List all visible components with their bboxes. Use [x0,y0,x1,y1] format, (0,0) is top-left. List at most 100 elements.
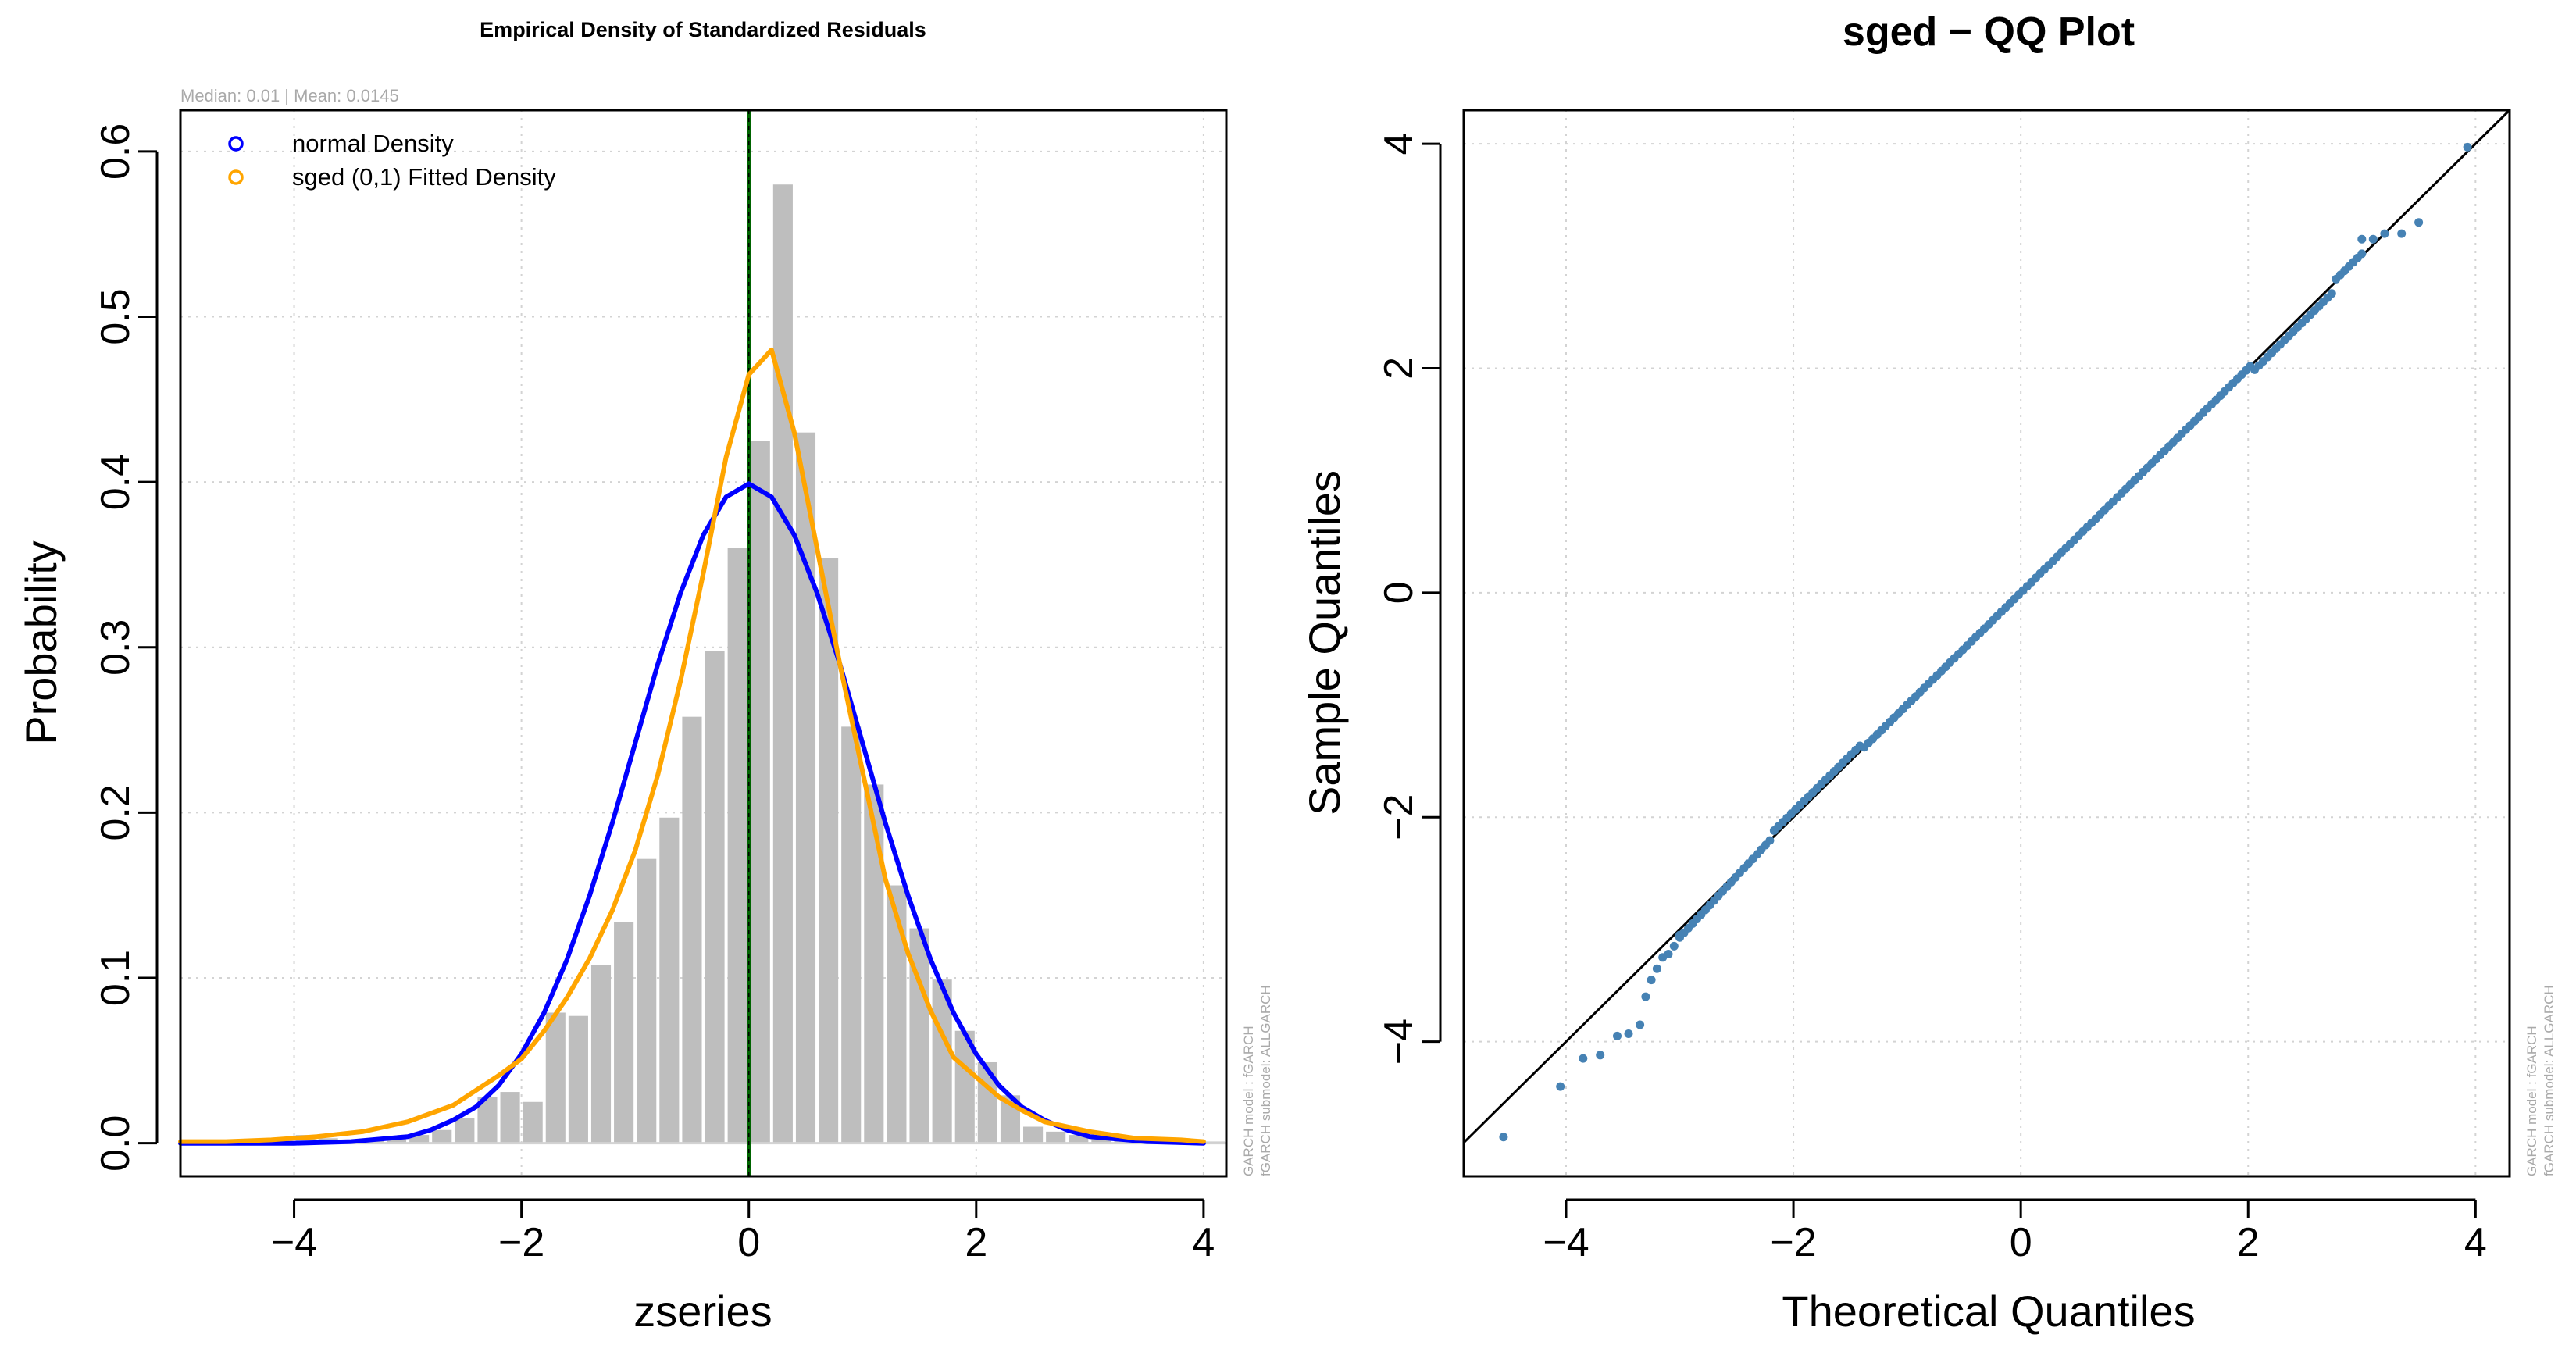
qq-y-tick-label: 2 [1376,357,1422,380]
legend-sged-label: sged (0,1) Fitted Density [292,163,556,191]
histogram-bar [795,432,816,1143]
density-subtitle: Median: 0.01 | Mean: 0.0145 [180,86,399,105]
histogram-bar [545,1012,566,1143]
qq-point [1636,1020,1645,1029]
qq-side-annotation-1: GARCH model : fGARCH [2524,1026,2539,1176]
qq-point [2380,229,2389,238]
density-y-tick-label: 0.4 [93,454,138,510]
qq-x-tick-label: 4 [2464,1220,2487,1265]
histogram-bar [1069,1135,1089,1143]
qq-y-tick-label: −2 [1376,794,1422,840]
histogram-bar [568,1015,588,1143]
density-title: Empirical Density of Standardized Residu… [480,18,926,41]
qq-x-axis: −4 −2 0 2 4 [1543,1198,2487,1265]
qq-x-tick-label: 2 [2237,1220,2260,1265]
density-y-tick-label: 0.6 [93,123,138,180]
histogram-bars [182,184,1225,1143]
histogram-bar [705,651,725,1143]
qq-x-tick-label: −4 [1543,1220,1589,1265]
histogram-bar [727,548,747,1143]
histogram-bar [864,784,884,1143]
legend-normal-label: normal Density [292,130,454,157]
density-y-tick-label: 0.3 [93,619,138,676]
sged-density-curve [178,347,1206,1144]
density-y-tick-label: 0.5 [93,288,138,344]
density-side-annotation-2: fGARCH submodel: ALLGARCH [1258,985,1273,1176]
density-y-tick-label: 0.0 [93,1115,138,1172]
qq-x-label: Theoretical Quantiles [1782,1286,2195,1336]
density-curves [178,110,1226,1176]
density-y-axis: 0.0 0.1 0.2 0.3 0.4 0.5 0.6 [93,123,159,1172]
qq-points [1499,142,2472,1142]
density-y-label: Probability [16,540,66,744]
histogram-bar [841,726,862,1143]
histogram-bar [614,922,634,1143]
histogram-bar [1023,1126,1044,1143]
qq-point [1765,836,1775,845]
histogram-bar [590,965,612,1143]
qq-y-tick-label: 4 [1376,133,1422,155]
density-y-tick-label: 0.1 [93,950,138,1006]
histogram-bar [659,817,680,1143]
density-x-tick-label: 2 [965,1220,987,1265]
qq-point [1556,1082,1565,1091]
histogram-bar [409,1135,430,1143]
density-plot-frame [179,109,1228,1178]
density-grid [180,110,1226,1176]
density-side-annotation-1: GARCH model : fGARCH [1241,1026,1256,1176]
density-panel: Empirical Density of Standardized Residu… [16,18,1273,1336]
qq-plot-frame [1462,109,2511,1178]
histogram-bar [432,1129,452,1143]
histogram-bar [887,885,907,1143]
legend-normal-marker [228,136,244,152]
qq-point [2357,234,2367,244]
qq-point [2368,234,2378,244]
density-x-tick-label: −2 [498,1220,544,1265]
qq-point [2414,218,2424,227]
qq-point [1579,1054,1588,1063]
qq-x-tick-label: −2 [1770,1220,1816,1265]
qq-point [2327,289,2336,298]
density-legend: normal Density sged (0,1) Fitted Density [228,130,556,191]
histogram-bar [386,1138,407,1143]
qq-point [1647,976,1656,985]
qq-y-tick-label: 0 [1376,581,1422,604]
qq-panel: sged − QQ Plot −4 −2 0 2 4 −4 −2 0 2 4 Theoretic… [1300,9,2556,1336]
qq-side-annotation-2: fGARCH submodel: ALLGARCH [2542,985,2556,1176]
histogram-bar [682,716,702,1143]
qq-y-tick-label: −4 [1376,1019,1422,1065]
histogram-bar [772,184,793,1143]
density-y-tick-label: 0.2 [93,784,138,840]
qq-point [2357,249,2367,259]
histogram-bar [637,858,657,1143]
legend-sged-marker [228,169,244,185]
qq-point [1664,950,1673,958]
histogram-bar [500,1092,520,1143]
density-x-tick-label: −4 [271,1220,317,1265]
qq-x-tick-label: 0 [2010,1220,2032,1265]
qq-point [1669,941,1679,951]
qq-point [2397,229,2407,238]
qq-title: sged − QQ Plot [1843,9,2135,55]
histogram-bar [523,1101,543,1143]
qq-point [1675,930,1684,940]
qq-y-label: Sample Quantiles [1300,470,1349,815]
qq-point [1499,1133,1508,1142]
qq-point [1596,1051,1605,1060]
histogram-bar [455,1118,475,1143]
density-x-label: zseries [633,1286,772,1336]
density-x-axis: −4 −2 0 2 4 [271,1198,1215,1265]
histogram-bar [750,441,770,1143]
density-x-tick-label: 0 [737,1220,760,1265]
histogram-bar [1046,1131,1066,1143]
qq-point [1624,1029,1633,1038]
density-x-tick-label: 4 [1192,1220,1215,1265]
qq-point [2463,142,2472,152]
normal-density-curve [178,481,1206,1146]
qq-point [1641,992,1650,1001]
histogram-bar [977,1061,997,1143]
qq-grid [1464,110,2510,1176]
qq-point [1652,964,1661,973]
